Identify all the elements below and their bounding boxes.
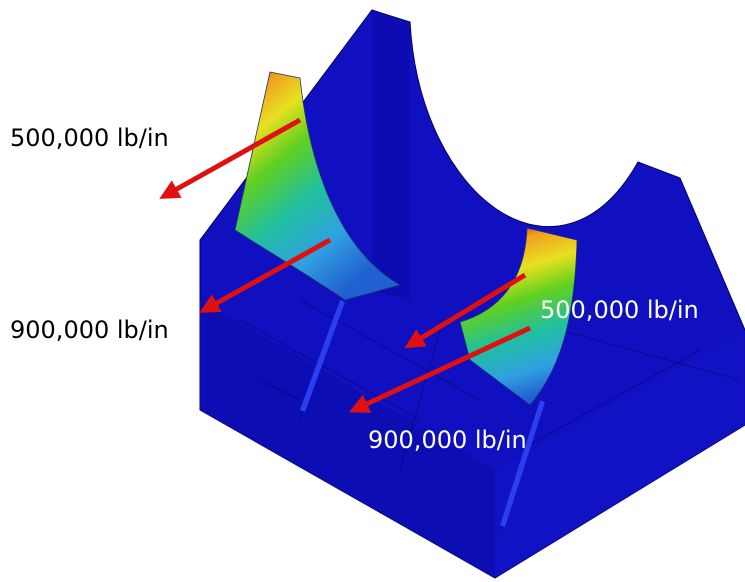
load-label: 900,000 lb/in bbox=[368, 426, 527, 454]
load-label: 900,000 lb/in bbox=[10, 316, 169, 344]
max-marker: MX bbox=[530, 217, 543, 226]
load-label: 500,000 lb/in bbox=[540, 296, 699, 324]
fea-figure: MX 500,000 lb/in 900,000 lb/in 500,000 l… bbox=[0, 0, 745, 582]
load-label: 500,000 lb/in bbox=[10, 124, 169, 152]
